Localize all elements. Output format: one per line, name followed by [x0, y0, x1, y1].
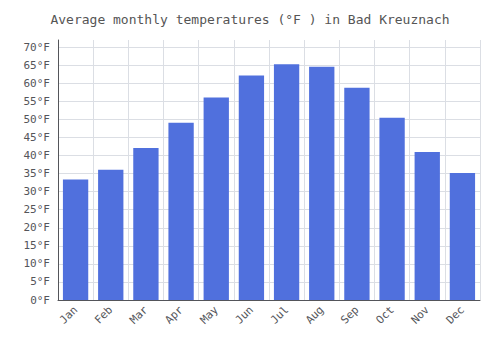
svg-text:15°F: 15°F: [24, 239, 51, 252]
svg-text:Jul: Jul: [268, 303, 291, 326]
svg-text:Oct: Oct: [373, 303, 396, 326]
svg-text:25°F: 25°F: [24, 203, 51, 216]
svg-text:30°F: 30°F: [24, 185, 51, 198]
svg-text:May: May: [198, 303, 221, 326]
svg-text:Mar: Mar: [127, 303, 150, 326]
svg-text:Feb: Feb: [92, 303, 115, 326]
svg-text:Aug: Aug: [303, 303, 326, 326]
svg-text:65°F: 65°F: [24, 59, 51, 72]
svg-text:Sep: Sep: [338, 303, 361, 326]
svg-text:55°F: 55°F: [24, 95, 51, 108]
svg-text:Jun: Jun: [233, 303, 256, 326]
svg-text:Apr: Apr: [162, 303, 185, 326]
svg-text:60°F: 60°F: [24, 77, 51, 90]
svg-text:Jan: Jan: [57, 303, 80, 326]
svg-text:Nov: Nov: [409, 303, 432, 326]
svg-text:35°F: 35°F: [24, 167, 51, 180]
svg-text:0°F: 0°F: [30, 294, 50, 307]
svg-text:5°F: 5°F: [30, 275, 50, 288]
svg-text:45°F: 45°F: [24, 131, 51, 144]
svg-text:70°F: 70°F: [24, 41, 51, 54]
svg-text:50°F: 50°F: [24, 113, 51, 126]
svg-text:10°F: 10°F: [24, 257, 51, 270]
svg-text:Average monthly temperatures (: Average monthly temperatures (°F ) in Ba…: [50, 12, 449, 27]
svg-text:Dec: Dec: [444, 303, 467, 326]
svg-text:40°F: 40°F: [24, 149, 51, 162]
svg-text:20°F: 20°F: [24, 221, 51, 234]
